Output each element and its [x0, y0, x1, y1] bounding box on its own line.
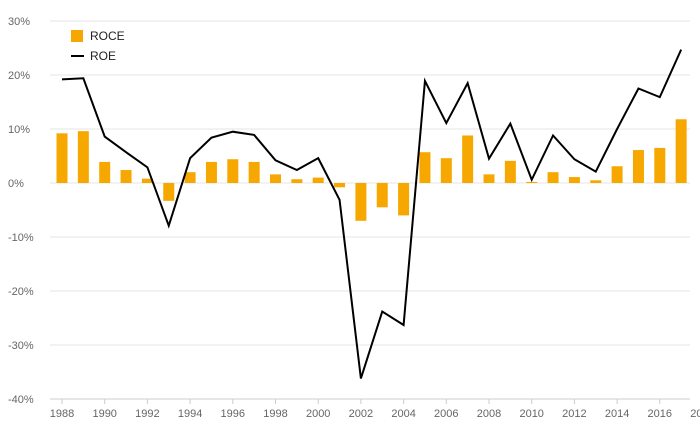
y-tick-label: -10% [8, 232, 34, 244]
roce-bar [376, 183, 388, 208]
y-tick-label: -40% [8, 394, 34, 406]
roce-bar [227, 159, 239, 183]
y-tick-label: 20% [8, 70, 30, 82]
roce-bar [355, 183, 367, 221]
roce-bar [547, 172, 559, 183]
roce-bar [312, 177, 324, 183]
x-tick-label: 2010 [519, 408, 543, 420]
y-tick-label: 30% [8, 16, 30, 28]
y-axis: 30% 20% 10% 0% -10% -20% -30% -40% [8, 16, 34, 406]
roce-bar [163, 183, 175, 201]
y-tick-label: -30% [8, 340, 34, 352]
roce-bar [632, 150, 644, 183]
roce-bar [504, 160, 516, 183]
x-tick-label: 2002 [349, 408, 373, 420]
roce-bar [291, 179, 303, 183]
roce-bar [248, 161, 260, 183]
roce-bar [141, 178, 153, 183]
roe-line-path [61, 49, 683, 379]
roce-bar [270, 174, 281, 183]
roce-bar [483, 174, 495, 183]
x-tick-label: 1994 [178, 408, 202, 420]
x-tick-label: 2004 [391, 408, 415, 420]
roe-line [61, 49, 683, 379]
y-tick-label: 0% [8, 178, 24, 190]
roce-bar [419, 152, 431, 183]
x-tick-label: 2016 [648, 408, 672, 420]
roce-bar [526, 181, 538, 183]
x-tick-label: 2000 [306, 408, 330, 420]
roce-bar [120, 170, 132, 183]
x-tick-label: 2012 [562, 408, 586, 420]
legend-swatch-roce [71, 30, 83, 42]
y-tick-label: -20% [8, 286, 34, 298]
roce-bar [334, 183, 346, 188]
x-tick-label: 2018 [690, 408, 700, 420]
x-tick-label: 1992 [135, 408, 159, 420]
y-tick-label: 10% [8, 124, 30, 136]
legend-label-roe: ROE [90, 49, 116, 63]
roce-bars [56, 119, 687, 221]
x-tick-label: 1990 [92, 408, 116, 420]
x-tick-label: 2014 [605, 408, 629, 420]
roce-bar [462, 135, 474, 183]
roce-bar [398, 183, 410, 216]
legend-label-roce: ROCE [90, 29, 125, 43]
x-tick-label: 2006 [434, 408, 458, 420]
x-tick-label: 2008 [477, 408, 501, 420]
x-tick-label: 1988 [50, 408, 74, 420]
roce-bar [184, 172, 196, 183]
roce-bar [568, 177, 580, 183]
grid [50, 20, 690, 400]
roce-bar [77, 131, 89, 183]
roce-bar [205, 161, 217, 183]
legend: ROCE ROE [71, 29, 125, 63]
roce-bar [675, 119, 687, 183]
roce-bar [440, 158, 452, 183]
x-tick-label: 1998 [263, 408, 287, 420]
x-axis: 1988 1990 1992 1994 1996 1998 2000 2002 2004 2006… [50, 398, 700, 420]
roce-bar [654, 147, 666, 183]
roce-bar [590, 180, 602, 183]
roce-bar [56, 133, 68, 183]
x-tick-label: 1996 [221, 408, 245, 420]
roce-bar [611, 166, 623, 183]
roce-bar [99, 161, 111, 183]
